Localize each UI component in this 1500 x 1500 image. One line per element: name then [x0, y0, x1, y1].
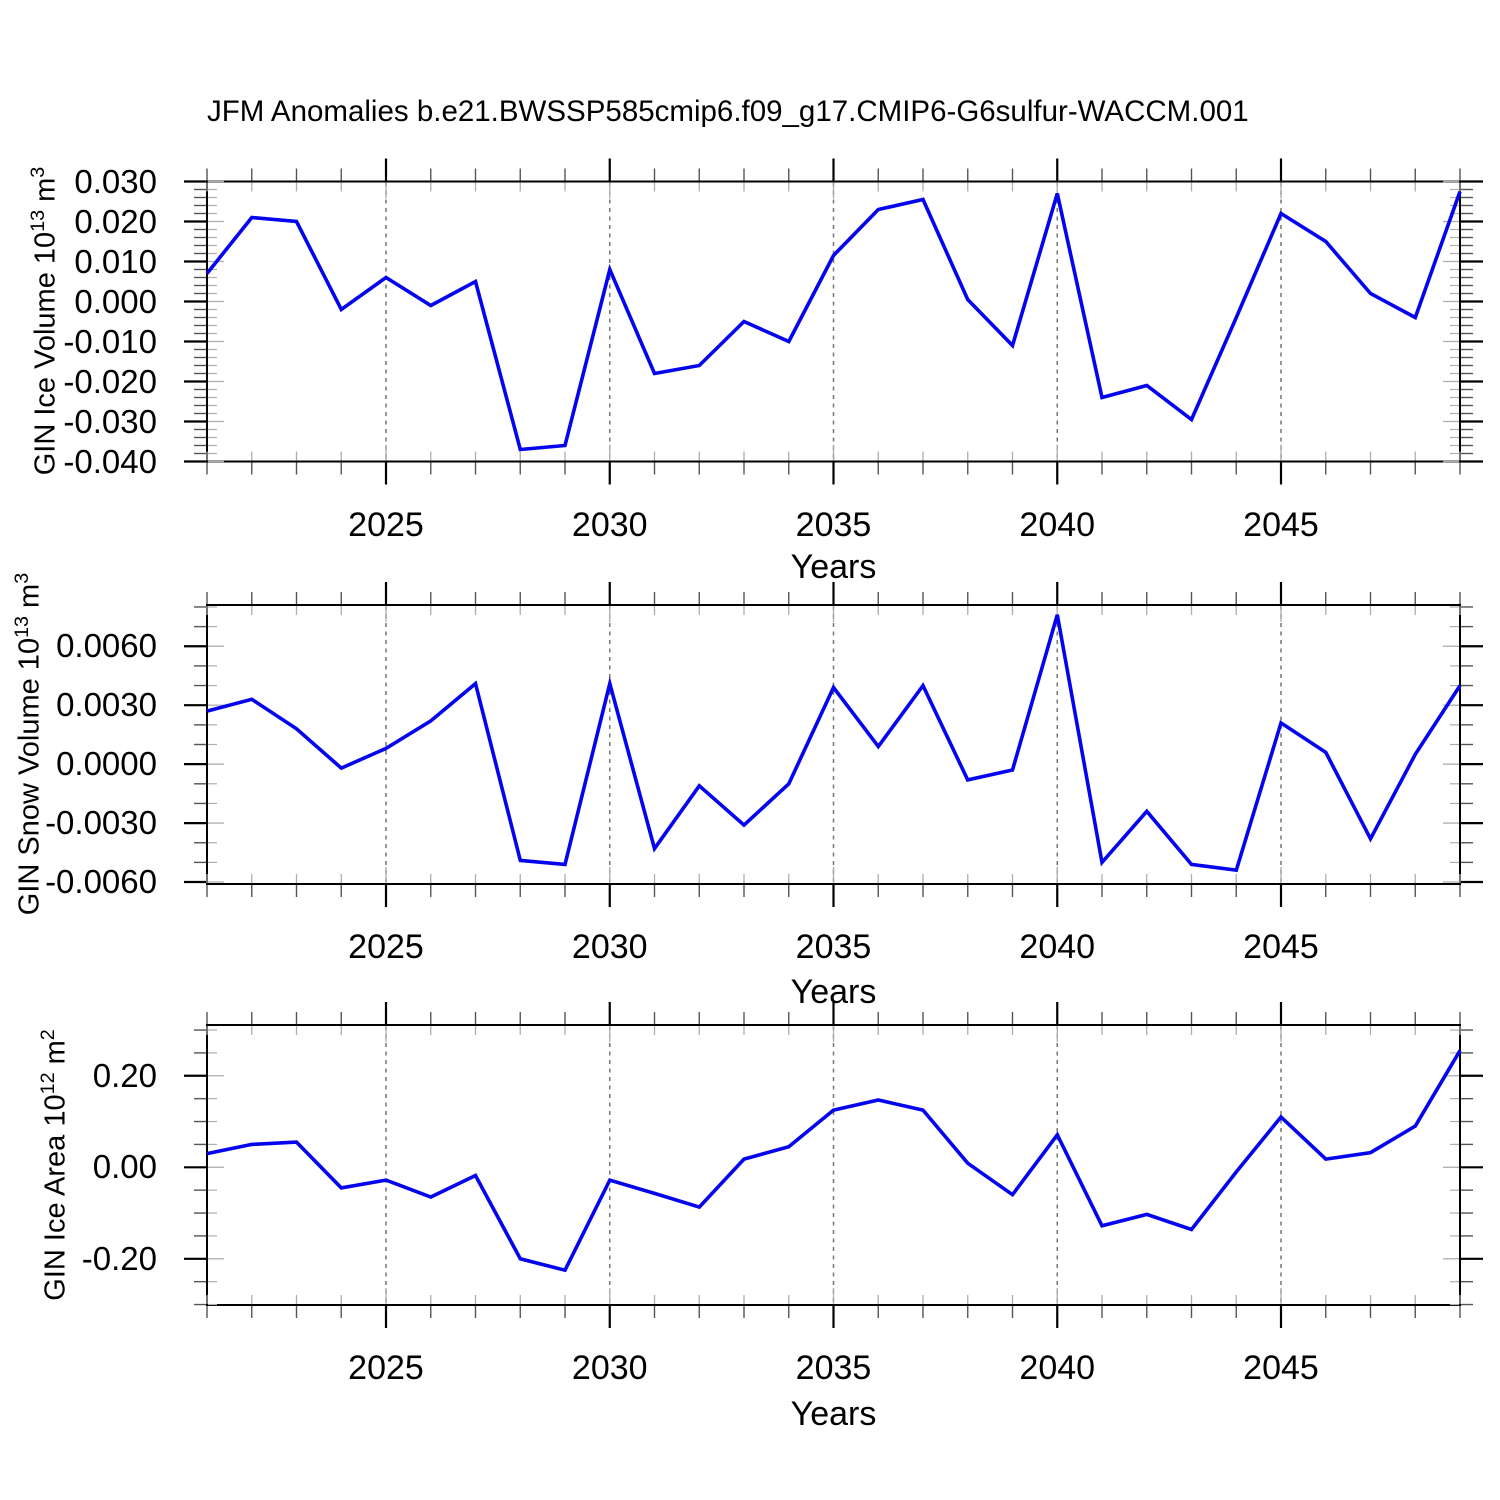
- x-axis-title-bottom: Years: [790, 1395, 877, 1433]
- figure-title: JFM Anomalies b.e21.BWSSP585cmip6.f09_g1…: [207, 95, 1249, 128]
- y-tick-label: 0.010: [74, 242, 157, 280]
- gin-ice-area-frame: [206, 1024, 1461, 1306]
- x-axis-title-middle: Years: [790, 973, 877, 1011]
- y-tick-label: -0.20: [81, 1239, 157, 1277]
- exponent: 2: [37, 1029, 59, 1041]
- y-tick-label: 0.0000: [56, 745, 157, 783]
- y-tick-label: 0.0030: [56, 686, 157, 724]
- y-tick-label: -0.040: [63, 442, 157, 480]
- x-tick-label: 2030: [571, 505, 648, 544]
- x-tick-label: 2045: [1243, 928, 1319, 966]
- y-tick-label: 0.020: [74, 202, 157, 240]
- y-tick-label: 0.00: [92, 1148, 157, 1186]
- gin-snow-volume-line: [206, 614, 1462, 873]
- x-tick-label: 2030: [571, 928, 648, 966]
- x-tick-label: 2045: [1243, 505, 1319, 544]
- x-tick-label: 2035: [795, 505, 872, 544]
- y-tick-label: -0.0060: [45, 863, 157, 901]
- gin-snow-volume-frame: [206, 604, 1461, 885]
- y-tick-label: 0.000: [74, 282, 157, 320]
- x-tick-label: 2040: [1019, 505, 1096, 544]
- x-tick-label: 2030: [571, 1349, 648, 1387]
- exponent: 3: [11, 572, 33, 584]
- y-tick-label: 0.030: [74, 162, 157, 200]
- gin-ice-volume-frame: [206, 180, 1461, 463]
- x-tick-label: 2025: [348, 505, 424, 544]
- y-tick-label: -0.020: [63, 362, 157, 400]
- x-tick-label: 2045: [1243, 1349, 1319, 1387]
- x-tick-label: 2040: [1019, 928, 1096, 966]
- x-tick-label: 2035: [795, 1349, 872, 1387]
- x-tick-label: 2035: [795, 928, 872, 966]
- y-tick-label: 0.0060: [56, 627, 157, 665]
- y-tick-label: -0.030: [63, 402, 157, 440]
- x-axis-title-top: Years: [790, 548, 877, 586]
- x-tick-label: 2040: [1019, 1349, 1096, 1387]
- y-tick-label: -0.010: [63, 322, 157, 360]
- y-tick-label: 0.20: [92, 1056, 157, 1094]
- x-tick-label: 2025: [348, 1349, 424, 1387]
- gin-ice-area-line: [206, 1049, 1462, 1273]
- x-tick-label: 2025: [348, 928, 424, 966]
- gin-ice-volume-line: [205, 190, 1462, 452]
- y-tick-label: -0.0030: [45, 804, 157, 842]
